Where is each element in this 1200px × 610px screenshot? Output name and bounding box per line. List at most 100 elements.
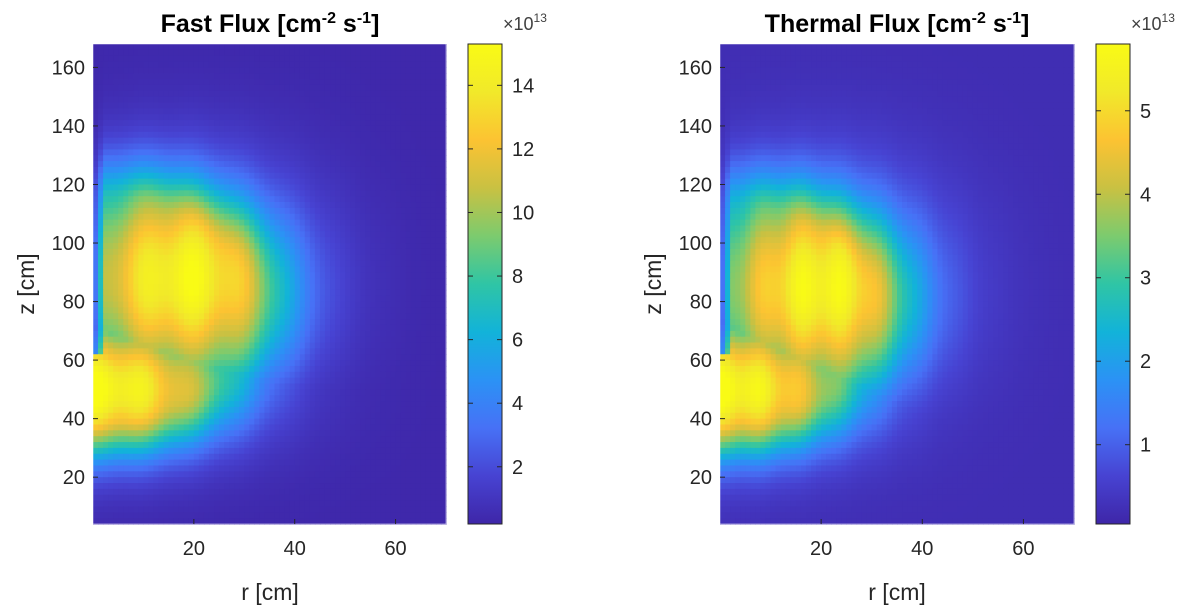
fast-flux-heatmap-cell (319, 79, 326, 86)
fast-flux-heatmap-cell (380, 178, 387, 186)
fast-flux-heatmap-cell (360, 79, 366, 86)
fast-flux-heatmap-cell (108, 453, 114, 461)
fast-flux-heatmap-cell (128, 231, 134, 238)
fast-flux-heatmap-cell (380, 125, 387, 133)
fast-flux-heatmap-cell (324, 143, 331, 150)
fast-flux-heatmap-cell (188, 178, 195, 186)
fast-flux-heatmap-cell (274, 161, 281, 168)
fast-flux-heatmap-cell (324, 453, 331, 461)
fast-flux-heatmap-cell (355, 260, 361, 268)
fast-flux-heatmap-cell (365, 324, 371, 332)
fast-flux-heatmap-cell (249, 44, 255, 51)
fast-flux-heatmap-cell (385, 272, 392, 279)
fast-flux-heatmap-cell (405, 96, 412, 104)
fast-flux-heatmap-cell (420, 336, 427, 344)
fast-flux-heatmap-cell (264, 307, 271, 314)
fast-flux-heatmap-cell (229, 278, 235, 285)
fast-flux-heatmap-cell (178, 73, 185, 80)
fast-flux-heatmap-cell (93, 383, 99, 390)
fast-flux-heatmap-cell (264, 137, 271, 145)
fast-flux-heatmap-cell (208, 137, 215, 145)
fast-flux-heatmap-cell (350, 348, 356, 355)
fast-flux-heatmap-cell (279, 442, 286, 449)
fast-flux-heatmap-cell (234, 418, 240, 426)
fast-flux-heatmap-cell (178, 44, 185, 51)
fast-flux-heatmap-cell (143, 213, 150, 221)
fast-flux-heatmap-cell (168, 354, 175, 361)
fast-flux-heatmap-cell (279, 44, 286, 51)
fast-flux-heatmap-cell (375, 131, 382, 139)
fast-flux-heatmap-cell (193, 73, 200, 80)
fast-flux-heatmap-cell (360, 336, 366, 344)
fast-flux-heatmap-cell (420, 90, 427, 98)
fast-flux-heatmap-cell (324, 131, 331, 139)
fast-flux-heatmap-cell (375, 313, 382, 320)
fast-flux-heatmap-cell (264, 243, 271, 250)
fast-flux-heatmap-cell (259, 44, 266, 51)
fast-flux-heatmap-cell (163, 377, 170, 385)
fast-flux-heatmap-cell (193, 442, 200, 449)
fast-flux-heatmap-cell (420, 260, 427, 268)
fast-flux-heatmap-cell (395, 330, 402, 338)
fast-flux-heatmap-cell (274, 213, 281, 221)
fast-flux-heatmap-cell (259, 84, 266, 92)
fast-flux-heatmap-cell (138, 395, 145, 402)
fast-flux-heatmap-cell (198, 289, 205, 297)
fast-flux-heatmap-cell (430, 319, 437, 326)
fast-flux-heatmap-cell (375, 184, 382, 191)
fast-flux-heatmap-cell (108, 383, 114, 390)
fast-flux-heatmap-cell (294, 324, 301, 332)
fast-flux-heatmap-cell (319, 73, 326, 80)
fast-flux-heatmap-cell (435, 190, 442, 197)
fast-flux-heatmap-cell (98, 401, 104, 408)
fast-flux-heatmap-cell (415, 178, 422, 186)
fast-flux-heatmap-cell (289, 202, 296, 209)
fast-flux-heatmap-cell (319, 114, 326, 121)
fast-flux-heatmap-cell (224, 436, 230, 443)
fast-flux-heatmap-cell (203, 319, 210, 326)
fast-flux-heatmap-cell (370, 278, 376, 285)
fast-flux-heatmap-cell (319, 67, 326, 74)
fast-flux-heatmap-cell (168, 295, 175, 303)
fast-flux-heatmap-cell (380, 231, 387, 238)
fast-flux-heatmap-cell (259, 336, 266, 344)
fast-flux-heatmap-cell (395, 336, 402, 344)
fast-flux-heatmap-cell (138, 202, 145, 209)
fast-flux-heatmap-cell (188, 301, 195, 309)
fast-flux-heatmap-cell (118, 120, 124, 127)
fast-flux-heatmap-cell (128, 61, 134, 69)
fast-flux-heatmap-cell (385, 348, 392, 355)
fast-flux-heatmap-cell (239, 289, 245, 297)
fast-flux-heatmap-cell (168, 196, 175, 203)
fast-flux-heatmap-cell (214, 412, 220, 420)
fast-flux-heatmap-cell (380, 67, 387, 74)
fast-flux-heatmap-cell (269, 137, 276, 145)
fast-flux-heatmap-cell (148, 243, 155, 250)
fast-flux-heatmap-cell (118, 395, 124, 402)
fast-flux-heatmap-cell (224, 155, 230, 162)
fast-flux-heatmap-cell (224, 213, 230, 221)
fast-flux-heatmap-cell (345, 442, 351, 449)
fast-flux-heatmap-cell (355, 278, 361, 285)
fast-flux-heatmap-cell (345, 342, 351, 349)
fast-flux-heatmap-cell (203, 295, 210, 303)
fast-flux-heatmap-cell (284, 108, 291, 115)
fast-flux-heatmap-cell (405, 360, 412, 367)
fast-flux-heatmap-cell (390, 190, 397, 197)
fast-flux-heatmap-cell (380, 289, 387, 297)
fast-flux-heatmap-cell (113, 73, 119, 80)
fast-flux-heatmap-cell (309, 73, 316, 80)
fast-flux-heatmap-cell (355, 73, 361, 80)
fast-flux-heatmap-cell (183, 237, 190, 244)
fast-flux-heatmap-cell (219, 196, 225, 203)
fast-flux-heatmap-cell (390, 90, 397, 98)
fast-flux-heatmap-cell (304, 295, 311, 303)
fast-flux-heatmap-cell (153, 161, 160, 168)
fast-flux-heatmap-cell (264, 260, 271, 268)
fast-flux-heatmap-cell (234, 44, 240, 51)
fast-flux-heatmap-cell (289, 49, 296, 57)
fast-flux-heatmap-cell (158, 295, 165, 303)
fast-flux-heatmap-cell (108, 61, 114, 69)
fast-flux-heatmap-cell (410, 330, 417, 338)
fast-flux-heatmap-cell (304, 90, 311, 98)
